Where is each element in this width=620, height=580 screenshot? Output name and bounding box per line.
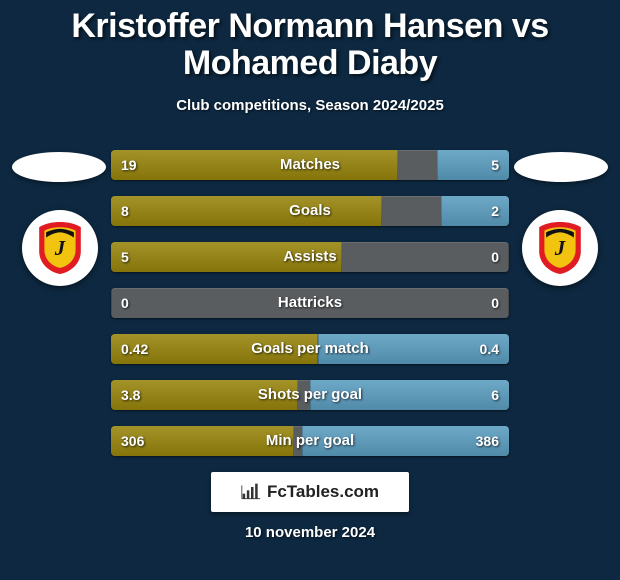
- subtitle: Club competitions, Season 2024/2025: [0, 97, 620, 114]
- left-bar-fill: [111, 334, 318, 364]
- stat-label: Hattricks: [111, 288, 509, 318]
- stat-row: Hattricks0 0: [111, 288, 509, 318]
- left-bar-fill: [111, 242, 342, 272]
- right-bar-fill: [302, 426, 509, 456]
- left-bar-fill: [111, 426, 294, 456]
- left-club-badge: J: [22, 210, 98, 286]
- club-crest-icon: J: [34, 220, 86, 276]
- right-club-badge: J: [522, 210, 598, 286]
- svg-text:J: J: [554, 237, 566, 260]
- right-bar-fill: [437, 150, 509, 180]
- right-bar-fill: [508, 242, 509, 272]
- left-bar-fill: [111, 288, 112, 318]
- left-value: 0: [121, 288, 129, 318]
- right-bar-fill: [508, 288, 509, 318]
- right-bar-fill: [318, 334, 509, 364]
- right-bar-fill: [441, 196, 509, 226]
- club-crest-icon: J: [534, 220, 586, 276]
- right-bar-fill: [310, 380, 509, 410]
- right-player-placeholder: [514, 152, 608, 182]
- comparison-bars: Matches195Goals82Assists50Hattricks00Goa…: [111, 150, 509, 456]
- page-title: Kristoffer Normann Hansen vs Mohamed Dia…: [0, 0, 620, 83]
- stat-row: Min per goal306386: [111, 426, 509, 456]
- right-value: 0: [491, 288, 499, 318]
- source-badge: FcTables.com: [211, 472, 409, 512]
- stat-row: Goals82: [111, 196, 509, 226]
- stat-row: Shots per goal3.86: [111, 380, 509, 410]
- stat-row: Goals per match0.420.4: [111, 334, 509, 364]
- bar-chart-icon: [241, 483, 261, 501]
- svg-text:J: J: [54, 237, 66, 260]
- date-text: 10 november 2024: [0, 524, 620, 541]
- right-value: 0: [491, 242, 499, 272]
- source-text: FcTables.com: [267, 482, 379, 502]
- left-player-placeholder: [12, 152, 106, 182]
- left-bar-fill: [111, 150, 398, 180]
- stat-row: Assists50: [111, 242, 509, 272]
- left-bar-fill: [111, 380, 298, 410]
- stat-row: Matches195: [111, 150, 509, 180]
- left-bar-fill: [111, 196, 382, 226]
- comparison-content: J J Matches195Goals82Assists50Hattricks0…: [0, 150, 620, 456]
